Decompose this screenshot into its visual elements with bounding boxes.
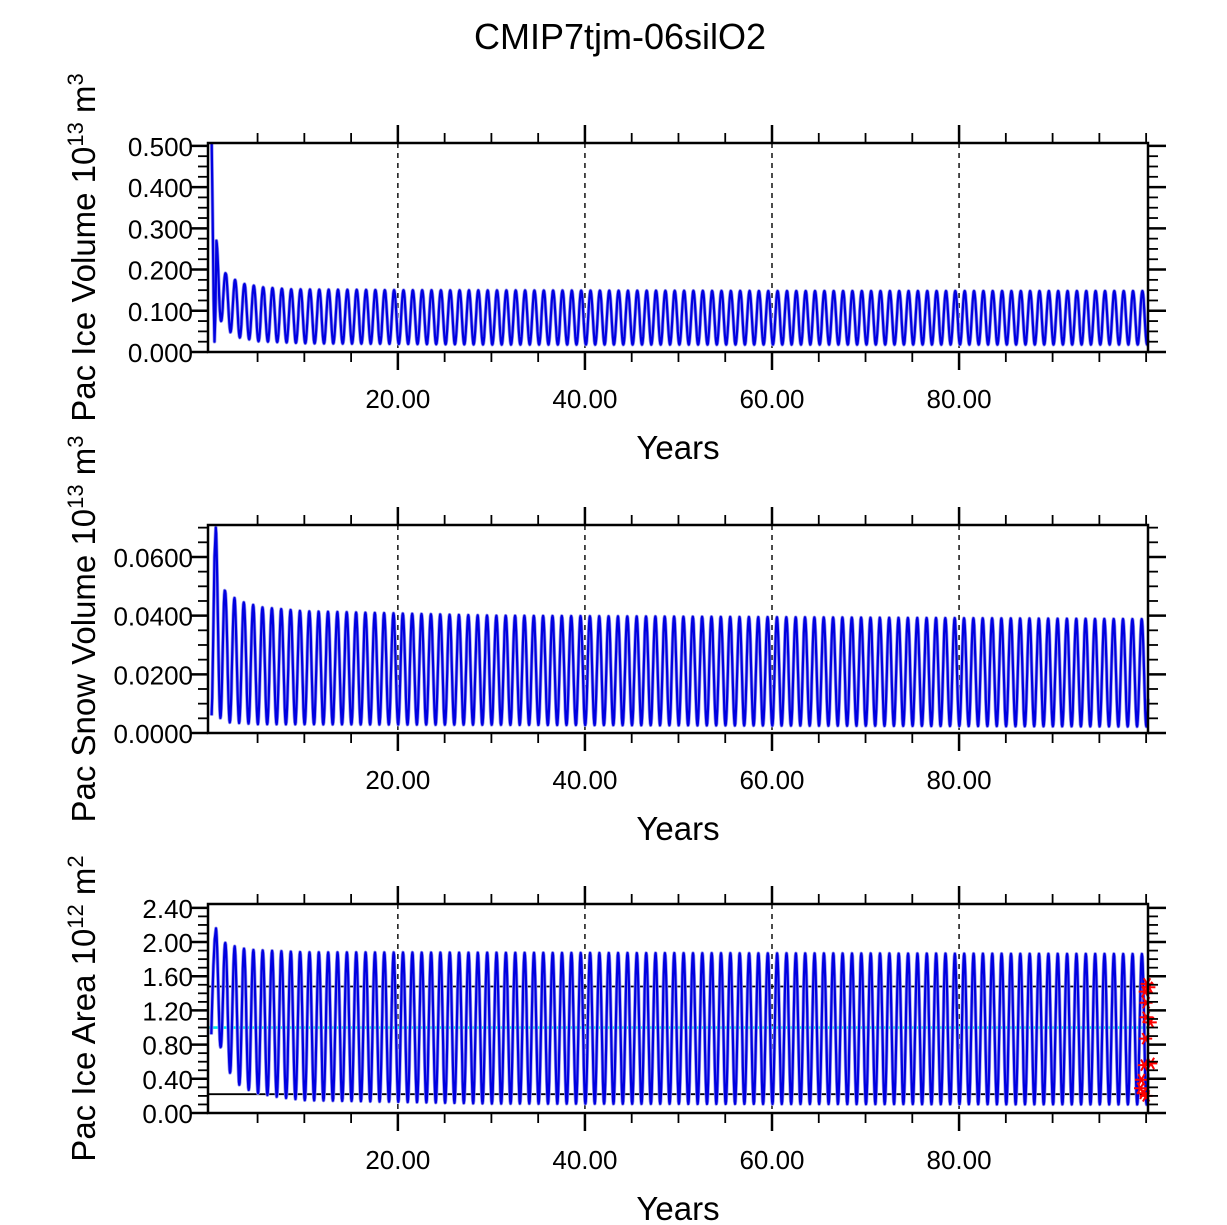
y-tick-label: 0.0000 [113, 719, 193, 749]
y-tick-label: 0.200 [128, 256, 193, 286]
series-line [210, 143, 1150, 346]
x-tick-label: 40.00 [552, 765, 617, 795]
y-tick-label: 0.0600 [113, 543, 193, 573]
x-tick-label: 80.00 [927, 384, 992, 414]
series-line [210, 927, 1150, 1106]
x-axis-title: Years [636, 810, 719, 847]
panel-pac-ice-volume: 20.00 40.00 60.00 80.00 0.000 0.100 0.200 0.300… [63, 73, 1166, 466]
y-tick-label: 0.500 [128, 132, 193, 162]
y-tick-label: 0.300 [128, 214, 193, 244]
x-tick-label: 40.00 [552, 1145, 617, 1175]
y-tick-label: 1.20 [142, 996, 193, 1026]
x-tick-label: 40.00 [552, 384, 617, 414]
y-axis-title: Pac Ice Volume 1013 m3 [63, 73, 102, 422]
series-line [210, 526, 1150, 728]
x-tick-label: 80.00 [927, 765, 992, 795]
y-tick-label: 0.00 [142, 1099, 193, 1129]
panel-pac-snow-volume: 20.00 40.00 60.00 80.00 0.0000 0.0200 0.0400 0.… [63, 435, 1166, 847]
y-tick-label: 1.60 [142, 962, 193, 992]
series-line-halo [209, 143, 1150, 347]
x-tick-label: 80.00 [927, 1145, 992, 1175]
x-tick-label: 20.00 [365, 765, 430, 795]
y-tick-label: 0.000 [128, 338, 193, 368]
y-tick-label: 0.100 [128, 297, 193, 327]
y-axis-title: Pac Ice Area 1012 m2 [63, 855, 102, 1161]
figure-title: CMIP7tjm-06silO2 [474, 16, 766, 57]
y-tick-label: 2.40 [142, 894, 193, 924]
panel-pac-ice-area: 20.00 40.00 60.00 80.00 0.00 0.40 0.80 1.20 1.60… [63, 855, 1166, 1225]
x-tick-label: 20.00 [365, 384, 430, 414]
x-tick-label: 60.00 [739, 1145, 804, 1175]
x-tick-label: 20.00 [365, 1145, 430, 1175]
x-axis-title: Years [636, 429, 719, 466]
x-tick-label: 60.00 [739, 765, 804, 795]
y-tick-label: 2.00 [142, 928, 193, 958]
y-tick-label: 0.400 [128, 173, 193, 203]
panels-group: 20.00 40.00 60.00 80.00 0.000 0.100 0.200 0.300… [63, 73, 1166, 1225]
y-tick-label: 0.40 [142, 1065, 193, 1095]
y-tick-label: 0.0200 [113, 660, 193, 690]
y-tick-label: 0.0400 [113, 602, 193, 632]
y-axis-title: Pac Snow Volume 1013 m3 [63, 435, 102, 822]
y-tick-label: 0.80 [142, 1031, 193, 1061]
x-tick-label: 60.00 [739, 384, 804, 414]
x-axis-title: Years [636, 1190, 719, 1225]
